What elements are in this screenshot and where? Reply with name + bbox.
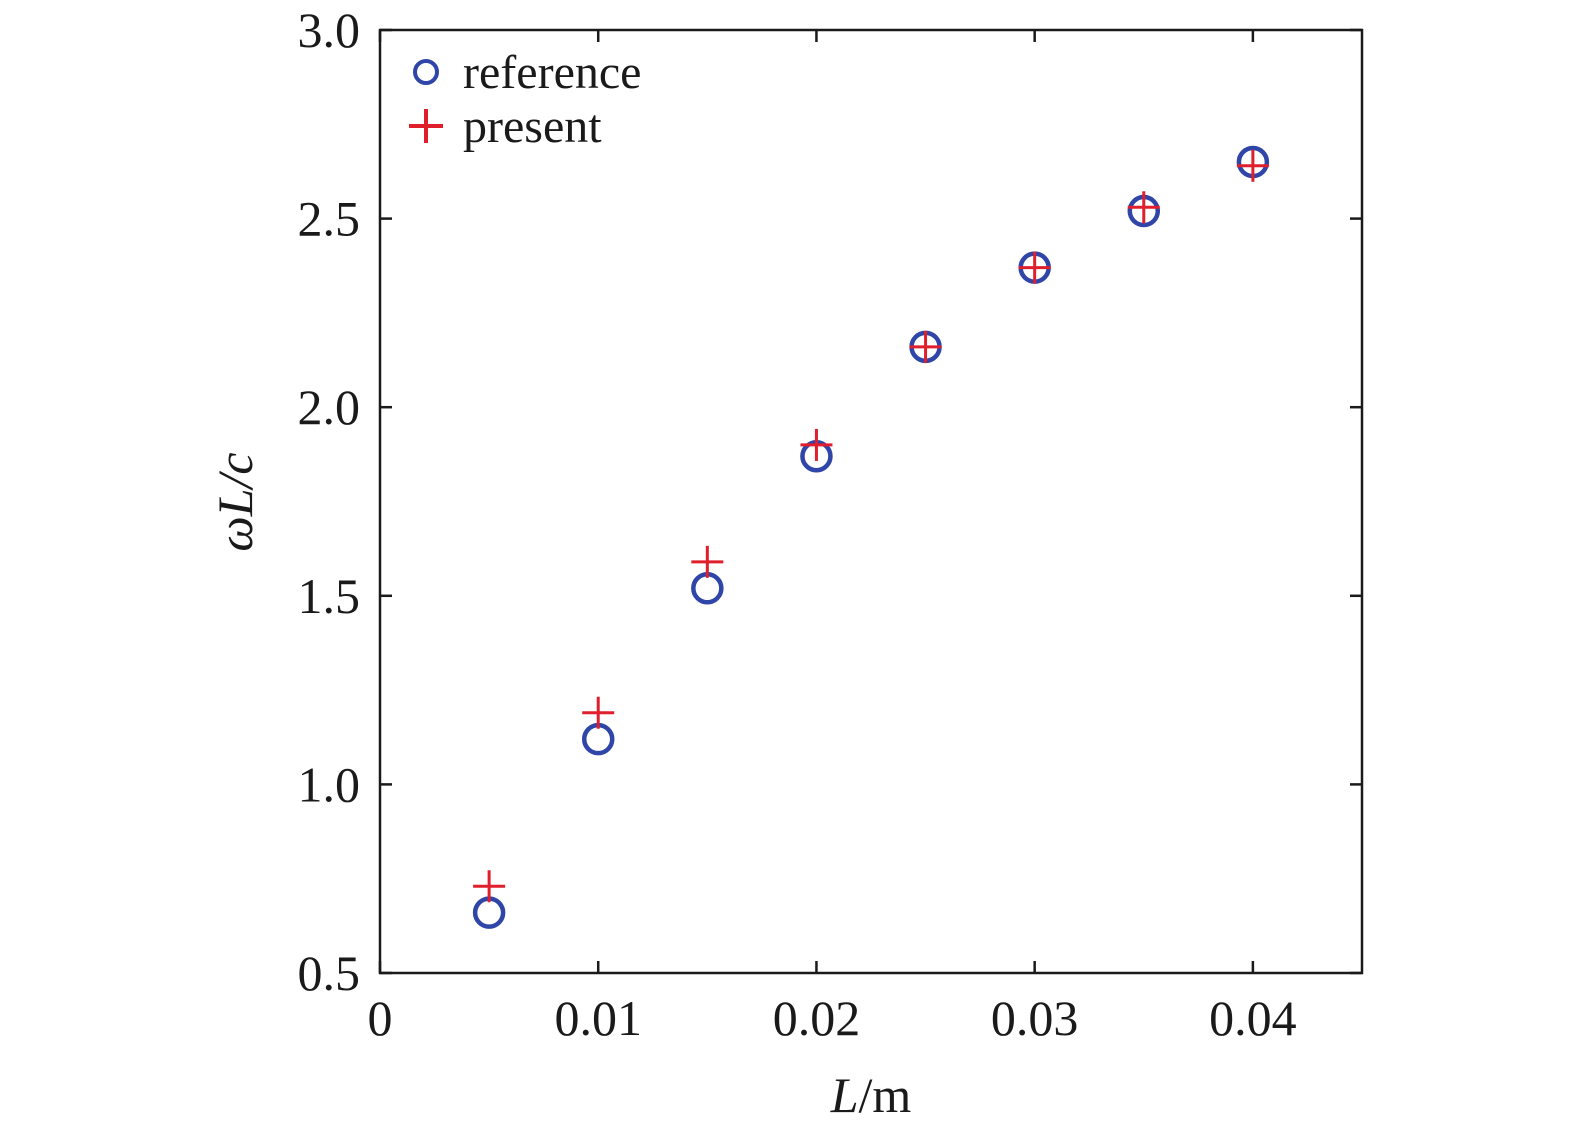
- y-tick-label: 3.0: [298, 2, 361, 58]
- legend-plus-marker: [409, 109, 443, 143]
- present-point: [691, 546, 723, 578]
- present-point: [800, 429, 832, 461]
- y-tick-label: 0.5: [298, 945, 361, 1001]
- x-tick-label: 0.03: [991, 990, 1079, 1046]
- y-tick-label: 1.5: [298, 568, 361, 624]
- x-tick-label: 0.02: [773, 990, 861, 1046]
- x-axis-ticks: 0 0.01 0.02 0.03 0.04: [368, 30, 1297, 1046]
- data-marks: [473, 148, 1269, 927]
- legend-label-reference: reference: [463, 46, 641, 99]
- y-axis-ticks: 0.5 1.0 1.5 2.0 2.5 3.0: [298, 2, 1363, 1001]
- x-axis-label: L/m: [830, 1067, 912, 1123]
- x-tick-label: 0.04: [1209, 990, 1297, 1046]
- y-axis-label: ωL/c: [207, 452, 263, 551]
- reference-point: [475, 899, 503, 927]
- present-point: [473, 870, 505, 902]
- plot-frame: [380, 30, 1362, 973]
- legend-label-present: present: [463, 100, 602, 153]
- legend-circle-marker: [415, 61, 437, 83]
- reference-point: [584, 725, 612, 753]
- legend: reference present: [409, 46, 641, 153]
- y-tick-label: 2.5: [298, 191, 361, 247]
- y-tick-label: 1.0: [298, 756, 361, 812]
- present-point: [582, 697, 614, 729]
- x-tick-label: 0: [368, 990, 393, 1046]
- y-tick-label: 2.0: [298, 379, 361, 435]
- x-tick-label: 0.01: [554, 990, 642, 1046]
- reference-point: [693, 574, 721, 602]
